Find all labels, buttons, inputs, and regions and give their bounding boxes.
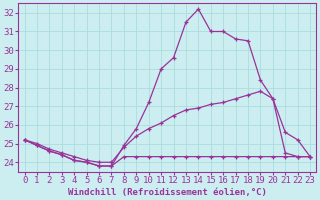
X-axis label: Windchill (Refroidissement éolien,°C): Windchill (Refroidissement éolien,°C)	[68, 188, 267, 197]
